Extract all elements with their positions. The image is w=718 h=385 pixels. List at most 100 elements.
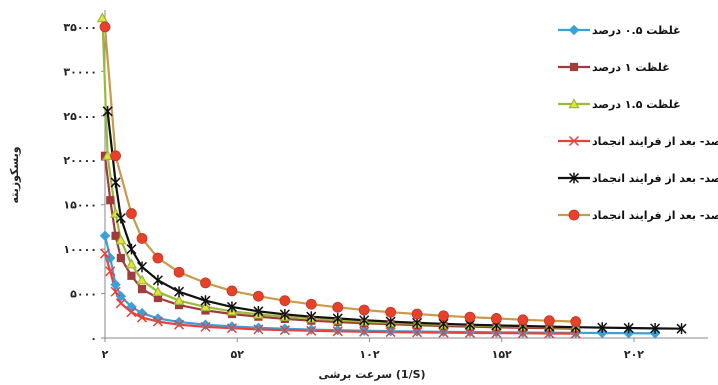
data-point (332, 326, 343, 337)
data-point (279, 325, 290, 336)
data-point (279, 295, 291, 307)
marker-stroke (359, 326, 370, 337)
data-point (106, 196, 115, 205)
data-point (110, 286, 121, 297)
data-point (306, 311, 317, 323)
y-tick-label: ۳۵۰۰۰ (63, 21, 97, 34)
data-point (174, 286, 185, 298)
data-point (411, 308, 423, 320)
marker-stroke (306, 325, 317, 336)
data-point (110, 150, 121, 162)
data-point (152, 316, 163, 327)
data-point (226, 285, 238, 297)
data-point (136, 233, 148, 244)
data-point (650, 323, 661, 334)
data-point (111, 231, 120, 240)
data-point (115, 298, 126, 309)
data-point (517, 314, 529, 326)
x-tick-label: ۱۵۲ (492, 348, 512, 361)
data-point (126, 307, 137, 318)
data-point (200, 321, 211, 332)
x-tick-label: ۱۰۲ (359, 348, 379, 361)
data-point (152, 274, 163, 286)
data-point (438, 327, 449, 338)
data-point (491, 313, 502, 324)
data-point (200, 277, 211, 289)
data-point (102, 105, 113, 117)
x-tick-label: ۲ (102, 348, 109, 361)
marker-stroke (99, 248, 111, 259)
marker-stroke (464, 327, 476, 338)
data-point (438, 310, 449, 322)
data-point (126, 208, 137, 219)
data-point (115, 234, 127, 245)
data-point (173, 294, 185, 305)
y-tick-label: ۵۰۰۰ (70, 288, 97, 301)
marker-stroke (253, 324, 264, 335)
marker-stroke (517, 328, 528, 339)
data-point (253, 324, 264, 335)
data-point (385, 306, 397, 318)
marker-stroke (226, 323, 237, 334)
marker-stroke (412, 327, 423, 338)
data-point (332, 301, 344, 313)
marker-stroke (332, 326, 343, 337)
data-point (110, 279, 121, 290)
data-point (105, 266, 116, 277)
data-point (110, 177, 121, 188)
marker-stroke (152, 316, 163, 327)
data-point (253, 305, 264, 317)
marker-stroke (438, 327, 449, 338)
marker-stroke (136, 312, 148, 323)
data-point (174, 319, 185, 330)
marker-stroke (105, 266, 116, 277)
legend-marker (568, 135, 580, 147)
legend-item: غلظت ۱ درصد (558, 61, 670, 74)
data-point (226, 323, 237, 334)
marker-stroke (568, 135, 580, 147)
x-tick-label: ۲۰۲ (624, 348, 644, 361)
marker-stroke (279, 325, 290, 336)
x-axis-title: سرعت برشی (1/S) (318, 368, 425, 381)
series-markers (96, 12, 687, 339)
legend-marker (569, 62, 579, 72)
data-point (359, 326, 370, 337)
series-markers-group (99, 21, 582, 327)
legend-label: غلظت ۱ درصد- بعد از فرایند انجماد (592, 172, 718, 185)
data-point (252, 290, 264, 302)
data-point (173, 316, 185, 328)
data-point (137, 285, 147, 294)
y-tick-label: ۱۰۰۰۰ (63, 243, 97, 256)
data-point (412, 327, 423, 338)
data-point (623, 322, 634, 334)
y-tick-label: ۲۵۰۰۰ (63, 110, 97, 123)
marker-stroke (115, 298, 126, 309)
data-point (305, 298, 317, 310)
data-point (491, 328, 502, 339)
marker-stroke (200, 321, 211, 332)
y-tick-label: ۲۰۰۰۰ (63, 154, 97, 167)
marker-stroke (126, 307, 137, 318)
data-point (306, 325, 317, 336)
marker-stroke (385, 327, 396, 338)
legend-label: غلظت ۰.۵ درصد- بعد از فرایند انجماد (592, 135, 718, 148)
data-point (359, 314, 370, 326)
data-point (173, 266, 185, 278)
legend-label: غلظت ۱ درصد (592, 61, 670, 74)
data-point (126, 243, 137, 255)
marker-stroke (110, 286, 121, 297)
legend: غلظت ۰.۵ درصد غلظت ۱ درصد غلظت ۱.۵ درصد غلظ… (558, 24, 718, 222)
legend-item: غلظت ۰.۵ درصد (558, 24, 681, 37)
series-markers-group (96, 12, 582, 332)
data-point (464, 327, 476, 338)
data-point (676, 323, 687, 335)
data-point (517, 328, 528, 339)
data-point (385, 327, 396, 338)
data-point (226, 321, 238, 332)
data-point (136, 261, 148, 273)
data-point (152, 313, 164, 324)
data-point (115, 212, 126, 224)
y-tick-label: ۱۵۰۰۰ (63, 199, 97, 212)
data-point (279, 323, 291, 334)
